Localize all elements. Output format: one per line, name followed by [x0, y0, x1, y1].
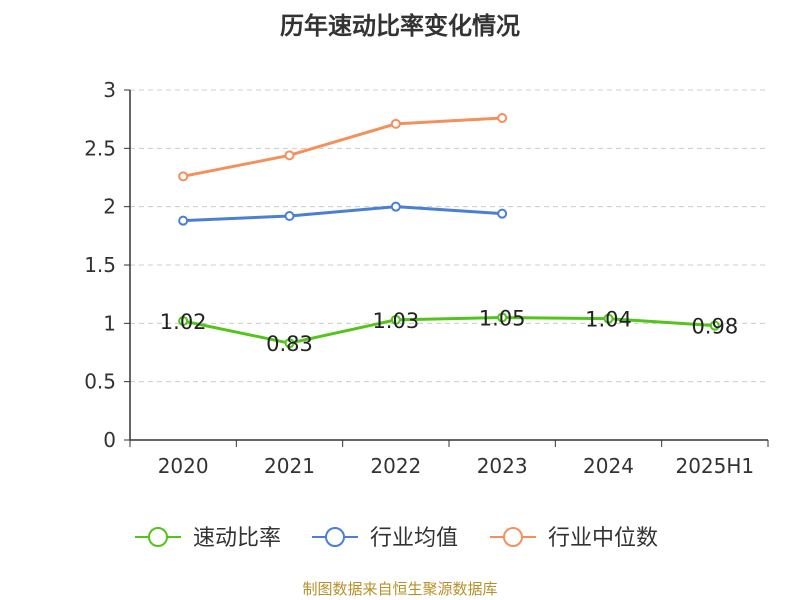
- legend-marker-circle: [148, 527, 168, 547]
- legend-label: 速动比率: [193, 526, 281, 551]
- legend-marker-circle: [503, 527, 523, 547]
- data-point: [497, 113, 508, 123]
- series-line: [182, 316, 715, 345]
- data-point: [284, 338, 295, 349]
- x-tick-label: 2021: [264, 454, 315, 478]
- source-note: 制图数据来自恒生聚源数据库: [302, 580, 498, 598]
- axis-layer: 0 0.5 1 1.5 2 2.5 3 2020 2021 2022 2023 2024 2025H1: [84, 78, 769, 478]
- data-label: 0.98: [691, 315, 738, 339]
- data-label: 1.03: [372, 309, 419, 333]
- data-point: [390, 314, 401, 325]
- y-tick-label: 3: [103, 78, 116, 102]
- data-point: [390, 118, 401, 129]
- data-label: 1.05: [479, 307, 526, 331]
- data-point: [178, 171, 189, 182]
- data-label: 1.04: [585, 308, 632, 332]
- data-label: 0.83: [266, 332, 313, 356]
- data-point: [178, 316, 189, 326]
- x-tick-label: 2025H1: [675, 454, 754, 478]
- y-tick-label: 0: [103, 428, 116, 452]
- x-tick-label: 2020: [158, 454, 209, 478]
- data-point: [603, 313, 614, 324]
- legend-marker-circle: [325, 527, 345, 547]
- series-layer: [178, 113, 720, 349]
- legend-label: 行业中位数: [548, 526, 658, 551]
- x-tick-label: 2023: [477, 454, 528, 478]
- data-point: [178, 215, 189, 226]
- y-tick-label: 1.5: [84, 253, 116, 277]
- x-tick-label: 2022: [370, 454, 421, 478]
- grid-layer: [130, 89, 768, 383]
- data-point: [497, 312, 508, 323]
- x-tick-label: 2024: [583, 454, 634, 478]
- chart-title: 历年速动比率变化情况: [280, 12, 520, 40]
- data-label-layer: 1.02 0.83 1.03 1.05 1.04 0.98: [160, 307, 738, 357]
- data-point: [390, 201, 401, 212]
- y-tick-label: 0.5: [84, 370, 116, 394]
- legend-label: 行业均值: [370, 526, 458, 551]
- data-point: [284, 211, 295, 221]
- legend: 速动比率 行业均值 行业中位数: [135, 526, 658, 551]
- y-tick-label: 1: [103, 311, 116, 335]
- y-tick-label: 2: [103, 195, 116, 219]
- data-point: [497, 208, 508, 219]
- series-line: [183, 205, 503, 223]
- data-point: [284, 150, 295, 161]
- series-line: [182, 116, 503, 178]
- data-point: [709, 320, 720, 331]
- data-label: 1.02: [160, 310, 207, 334]
- y-tick-label: 2.5: [84, 136, 116, 160]
